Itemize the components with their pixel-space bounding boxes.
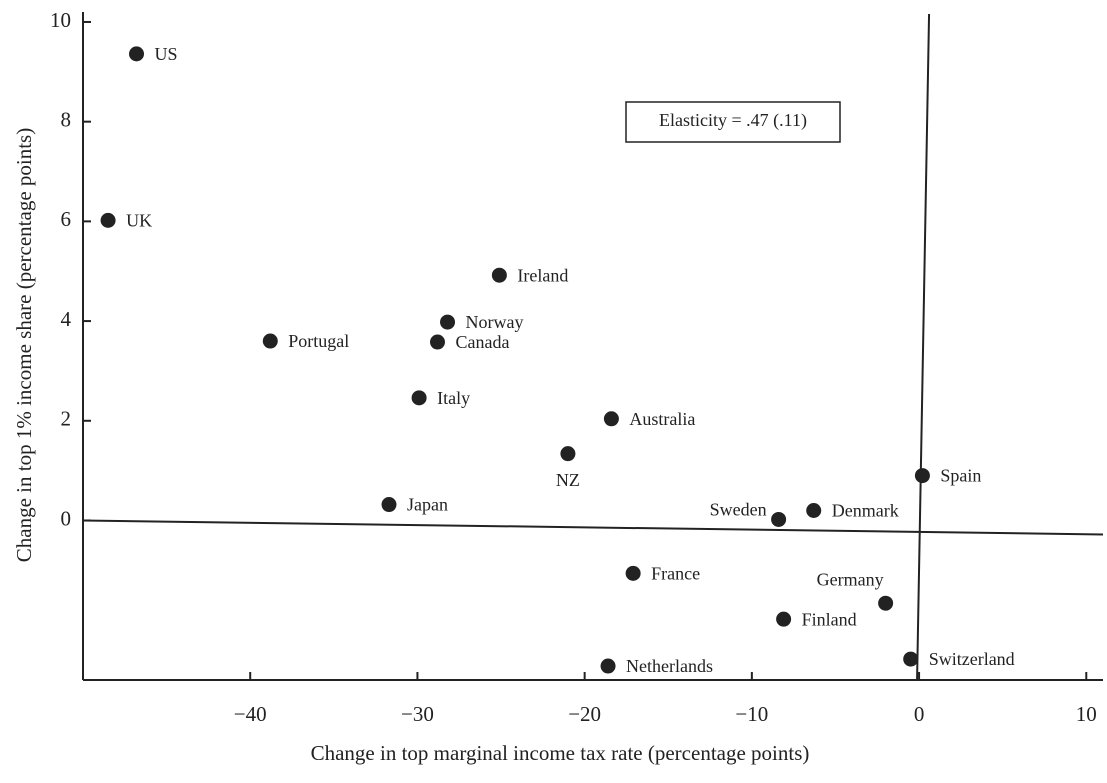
y-tick-label: 8 <box>61 107 72 131</box>
y-tick-label: 0 <box>61 506 72 530</box>
point <box>381 497 397 513</box>
point <box>560 446 576 462</box>
point-label: Denmark <box>832 501 899 521</box>
point-label: Norway <box>466 312 524 332</box>
point <box>806 503 822 519</box>
y-tick-label: 2 <box>61 407 72 431</box>
point <box>600 658 616 674</box>
point-label: US <box>155 44 178 64</box>
point-label: Italy <box>437 388 470 408</box>
point <box>100 212 116 228</box>
point <box>878 595 894 611</box>
x-tick-label: −30 <box>401 702 434 726</box>
x-tick-label: 0 <box>914 702 925 726</box>
y-axis-title: Change in top 1% income share (percentag… <box>12 128 36 562</box>
point-label: Ireland <box>517 265 568 285</box>
x-tick-label: −20 <box>568 702 601 726</box>
point <box>440 314 456 330</box>
point <box>129 46 145 62</box>
x-axis-title: Change in top marginal income tax rate (… <box>311 741 810 765</box>
point-label: Japan <box>407 495 448 515</box>
point-label: Canada <box>455 332 509 352</box>
point <box>771 511 787 527</box>
x-tick-label: −40 <box>234 702 267 726</box>
point <box>625 565 641 581</box>
point-label: Finland <box>802 609 857 629</box>
point <box>411 390 427 406</box>
point <box>776 611 792 627</box>
point-label: UK <box>126 211 152 231</box>
zero-line-x <box>82 519 1104 536</box>
x-tick-label: 10 <box>1076 702 1097 726</box>
point-label: Sweden <box>710 500 767 520</box>
point-label: Spain <box>940 466 981 486</box>
point-label: NZ <box>556 470 580 490</box>
point-label: France <box>651 563 700 583</box>
annotation: Elasticity = .47 (.11) <box>659 110 807 131</box>
x-tick-label: −10 <box>735 702 768 726</box>
point <box>603 411 619 427</box>
point <box>262 333 278 349</box>
y-tick-label: 10 <box>50 8 71 32</box>
point-label: Germany <box>817 569 884 589</box>
point <box>903 651 919 667</box>
point-label: Portugal <box>288 331 349 351</box>
point <box>429 334 445 350</box>
annotation-box <box>625 101 841 143</box>
y-tick-label: 6 <box>61 207 72 231</box>
y-tick-label: 4 <box>61 307 72 331</box>
point-label: Australia <box>629 409 695 429</box>
point-label: Switzerland <box>929 649 1015 669</box>
point-label: Netherlands <box>626 656 713 676</box>
point <box>914 468 930 484</box>
zero-line-y <box>916 13 931 681</box>
point <box>491 267 507 283</box>
